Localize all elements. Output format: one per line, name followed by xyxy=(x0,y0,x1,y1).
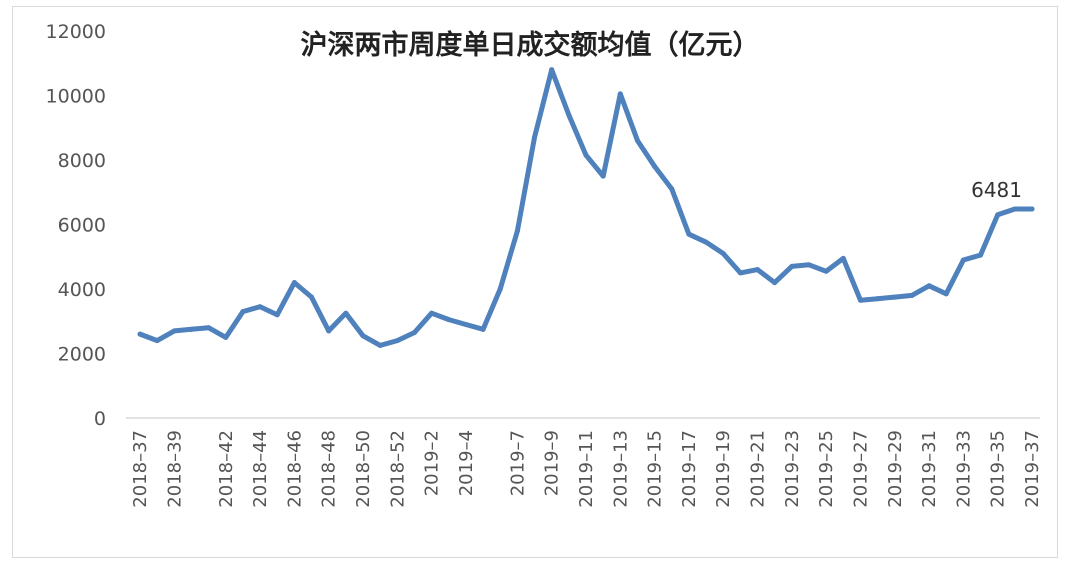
data-label: 6481 xyxy=(971,178,1022,202)
y-tick-label: 4000 xyxy=(58,279,106,301)
data-point xyxy=(463,321,469,327)
data-point xyxy=(188,326,194,332)
x-tick-label: 2019–35 xyxy=(988,430,1009,508)
x-tick-label: 2019–27 xyxy=(850,430,871,508)
data-point xyxy=(909,292,915,298)
x-tick-label: 2019–7 xyxy=(507,430,528,496)
data-point xyxy=(720,251,726,257)
data-point xyxy=(274,312,280,318)
x-tick-label: 2019–37 xyxy=(1022,430,1043,508)
data-point xyxy=(1029,206,1035,212)
data-point xyxy=(343,310,349,316)
data-point xyxy=(154,338,160,344)
data-point xyxy=(960,257,966,263)
data-point xyxy=(171,328,177,334)
data-point xyxy=(394,338,400,344)
data-point xyxy=(206,325,212,331)
x-tick-label: 2018–48 xyxy=(319,430,340,508)
x-tick-label: 2019–29 xyxy=(885,430,906,508)
data-point xyxy=(1012,206,1018,212)
x-tick-label: 2019–4 xyxy=(456,430,477,496)
x-tick-label: 2018–52 xyxy=(387,430,408,508)
data-point xyxy=(755,267,761,273)
x-tick-label: 2018–37 xyxy=(130,430,151,508)
data-point xyxy=(549,67,555,73)
data-point xyxy=(857,297,863,303)
data-point xyxy=(326,328,332,334)
data-point xyxy=(377,342,383,348)
x-axis: 2018–37 2018–39 2018–42 2018–44 2018–46 2018–… xyxy=(130,430,1043,508)
data-point xyxy=(137,331,143,337)
data-point xyxy=(703,239,709,245)
data-point xyxy=(652,163,658,169)
y-tick-label: 10000 xyxy=(46,86,106,108)
data-point xyxy=(257,304,263,310)
x-tick-label: 2019–2 xyxy=(422,430,443,496)
data-point xyxy=(737,270,743,276)
x-tick-label: 2019–31 xyxy=(919,430,940,508)
data-point xyxy=(840,255,846,261)
data-point xyxy=(532,134,538,140)
data-point xyxy=(892,294,898,300)
x-tick-label: 2019–25 xyxy=(816,430,837,508)
x-tick-label: 2019–11 xyxy=(576,430,597,508)
data-point xyxy=(411,330,417,336)
x-tick-label: 2018–39 xyxy=(164,430,185,508)
data-point xyxy=(600,173,606,179)
x-tick-label: 2018–46 xyxy=(284,430,305,508)
data-point xyxy=(634,138,640,144)
data-point xyxy=(360,333,366,339)
data-point xyxy=(617,91,623,97)
data-point xyxy=(875,296,881,302)
data-point xyxy=(497,286,503,292)
x-tick-label: 2019–19 xyxy=(713,430,734,508)
chart-title: 沪深两市周度单日成交额均值（亿元） xyxy=(301,29,760,61)
y-tick-label: 2000 xyxy=(58,344,106,366)
data-point xyxy=(823,268,829,274)
x-tick-label: 2019–15 xyxy=(645,430,666,508)
data-point xyxy=(566,112,572,118)
data-point xyxy=(240,309,246,315)
data-point xyxy=(223,334,229,340)
series-line xyxy=(137,67,1035,348)
data-point xyxy=(772,280,778,286)
y-tick-label: 0 xyxy=(94,408,106,430)
annotations: 6481 xyxy=(971,178,1022,202)
data-point xyxy=(583,152,589,158)
data-point xyxy=(943,291,949,297)
data-point xyxy=(789,263,795,269)
data-point xyxy=(446,317,452,323)
y-tick-label: 8000 xyxy=(58,150,106,172)
x-tick-label: 2019–23 xyxy=(782,430,803,508)
data-point xyxy=(995,212,1001,218)
data-point xyxy=(686,231,692,237)
x-tick-label: 2019–17 xyxy=(679,430,700,508)
data-point xyxy=(669,186,675,192)
data-point xyxy=(309,294,315,300)
x-tick-label: 2019–13 xyxy=(610,430,631,508)
data-point xyxy=(480,326,486,332)
x-tick-label: 2018–44 xyxy=(250,430,271,508)
x-tick-label: 2019–9 xyxy=(542,430,563,496)
data-point xyxy=(926,283,932,289)
data-point xyxy=(429,310,435,316)
data-point xyxy=(978,252,984,258)
data-point xyxy=(291,280,297,286)
x-tick-label: 2018–50 xyxy=(353,430,374,508)
x-tick-label: 2019–21 xyxy=(748,430,769,508)
y-tick-label: 6000 xyxy=(58,215,106,237)
x-tick-label: 2019–33 xyxy=(953,430,974,508)
x-tick-label: 2018–42 xyxy=(216,430,237,508)
y-tick-label: 12000 xyxy=(46,21,106,43)
chart-frame xyxy=(12,6,1058,558)
data-point xyxy=(806,262,812,268)
data-points xyxy=(137,67,1035,348)
data-point xyxy=(514,228,520,234)
y-axis: 0 2000 4000 6000 8000 10000 12000 xyxy=(46,21,106,430)
